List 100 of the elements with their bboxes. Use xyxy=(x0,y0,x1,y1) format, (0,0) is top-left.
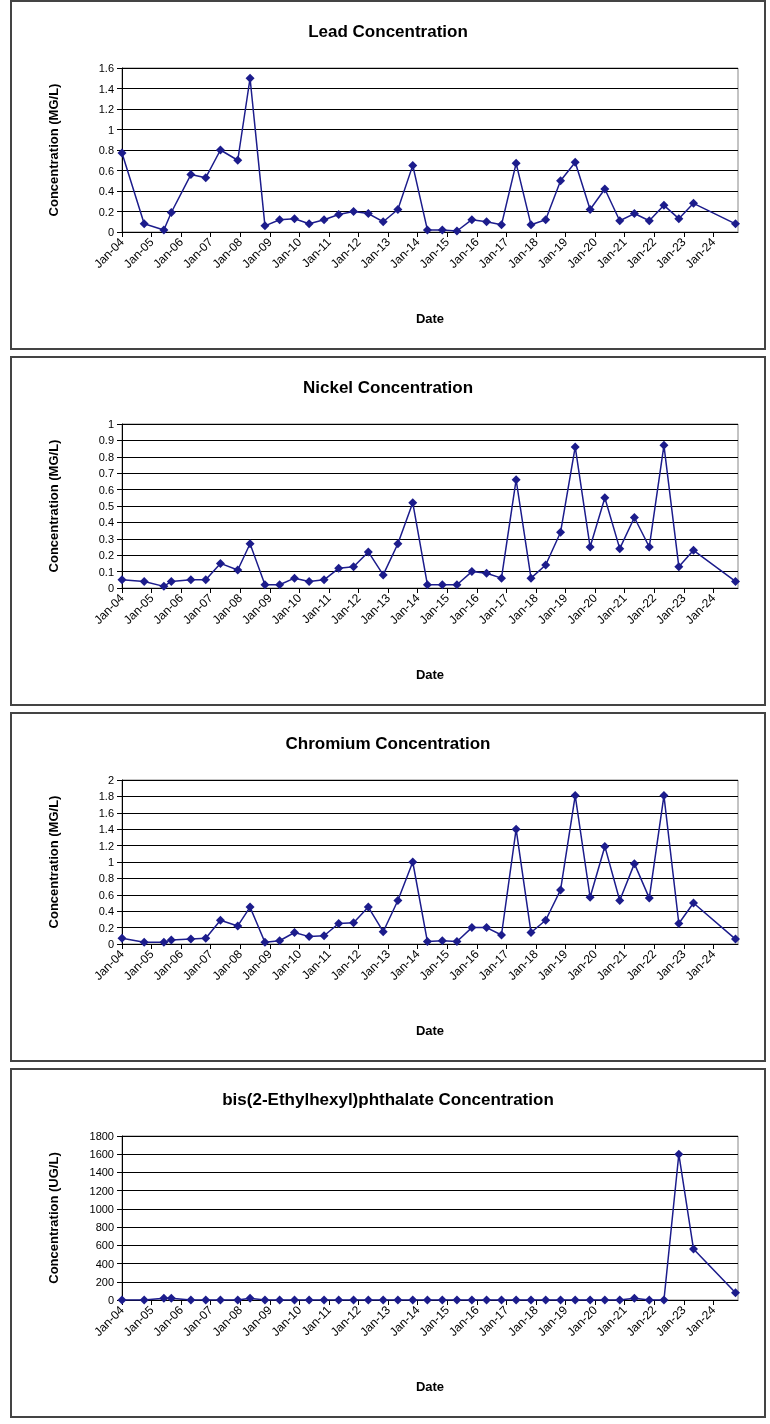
point xyxy=(349,207,359,216)
y-tick-label: 0 xyxy=(107,226,114,238)
point xyxy=(659,440,669,450)
point xyxy=(275,936,285,946)
point xyxy=(393,204,403,214)
point xyxy=(644,542,654,552)
point xyxy=(275,215,285,225)
y-tick-label: 600 xyxy=(95,1239,114,1252)
point xyxy=(363,209,373,219)
point xyxy=(570,1295,580,1305)
point xyxy=(541,215,551,225)
point xyxy=(452,937,462,947)
point xyxy=(688,545,698,555)
y-tick-label: 0.8 xyxy=(98,872,114,885)
point xyxy=(334,919,344,928)
chart-title: bis(2-Ethylhexyl)phthalate Concentration xyxy=(222,1090,554,1109)
point xyxy=(393,896,403,906)
point xyxy=(290,928,299,938)
point xyxy=(186,575,196,585)
point xyxy=(496,1295,506,1305)
point xyxy=(201,1295,211,1305)
y-tick-label: 1.4 xyxy=(98,823,114,836)
y-tick-label: 2 xyxy=(107,774,114,786)
y-tick-label: 0.4 xyxy=(98,516,114,529)
y-tick-label: 1.6 xyxy=(98,62,114,74)
point xyxy=(674,214,684,224)
point xyxy=(166,935,176,945)
point xyxy=(600,184,610,194)
point xyxy=(688,1244,698,1254)
point xyxy=(482,1295,492,1305)
point xyxy=(452,226,462,236)
point xyxy=(186,1295,196,1305)
point xyxy=(629,512,639,522)
point xyxy=(159,937,169,947)
point xyxy=(600,841,610,851)
point xyxy=(730,219,740,229)
point xyxy=(496,930,506,940)
y-tick-label: 1800 xyxy=(89,1130,114,1142)
point xyxy=(319,931,329,941)
point xyxy=(166,1293,176,1303)
y-tick-label: 0.6 xyxy=(98,164,114,177)
point xyxy=(496,220,506,230)
point xyxy=(615,1295,625,1305)
point xyxy=(378,570,388,580)
point xyxy=(393,539,403,549)
point xyxy=(408,857,418,867)
x-axis-title: Date xyxy=(415,1023,445,1038)
point xyxy=(422,1295,432,1305)
point xyxy=(422,580,432,590)
point xyxy=(245,902,255,912)
point xyxy=(674,562,684,572)
point xyxy=(139,576,149,586)
y-tick-label: 400 xyxy=(95,1257,114,1270)
x-axis-title: Date xyxy=(415,1379,445,1394)
y-tick-label: 0.3 xyxy=(98,532,114,545)
point xyxy=(304,1295,314,1305)
point xyxy=(408,160,418,170)
y-tick-label: 0.8 xyxy=(98,450,114,463)
point xyxy=(349,918,359,928)
point xyxy=(201,575,211,585)
y-axis-title: Concentration (MG/L) xyxy=(46,83,61,217)
y-tick-label: 1.2 xyxy=(98,839,114,852)
y-tick-label: 0 xyxy=(107,1294,114,1306)
point xyxy=(319,1295,329,1305)
point xyxy=(408,498,418,508)
y-tick-label: 0.7 xyxy=(98,467,114,480)
point xyxy=(139,1295,149,1305)
y-tick-label: 0.2 xyxy=(98,205,114,218)
point xyxy=(159,581,169,591)
point xyxy=(556,527,566,537)
y-tick-label: 1.8 xyxy=(98,790,114,803)
point xyxy=(275,580,285,590)
y-tick-label: 1200 xyxy=(89,1184,114,1197)
point xyxy=(570,442,580,452)
point xyxy=(629,859,639,869)
point xyxy=(245,1293,255,1303)
point xyxy=(452,1295,462,1305)
point xyxy=(526,1295,536,1305)
point xyxy=(526,220,536,230)
point xyxy=(422,937,432,947)
y-tick-label: 0.8 xyxy=(98,144,114,156)
point xyxy=(260,937,270,947)
y-tick-label: 0.2 xyxy=(98,921,114,934)
point xyxy=(467,923,477,933)
point xyxy=(260,221,270,231)
point xyxy=(585,204,595,214)
point xyxy=(585,892,595,902)
y-tick-label: 1 xyxy=(107,123,114,136)
point xyxy=(511,475,521,485)
point xyxy=(215,915,225,925)
y-tick-label: 1 xyxy=(107,418,114,430)
point xyxy=(159,225,169,235)
point xyxy=(688,198,698,208)
point xyxy=(570,157,580,167)
y-tick-label: 1000 xyxy=(89,1202,114,1215)
y-tick-label: 1.6 xyxy=(98,806,114,819)
y-tick-label: 0.9 xyxy=(98,434,114,447)
point xyxy=(215,1295,225,1305)
point xyxy=(422,225,432,235)
point xyxy=(467,1295,477,1305)
